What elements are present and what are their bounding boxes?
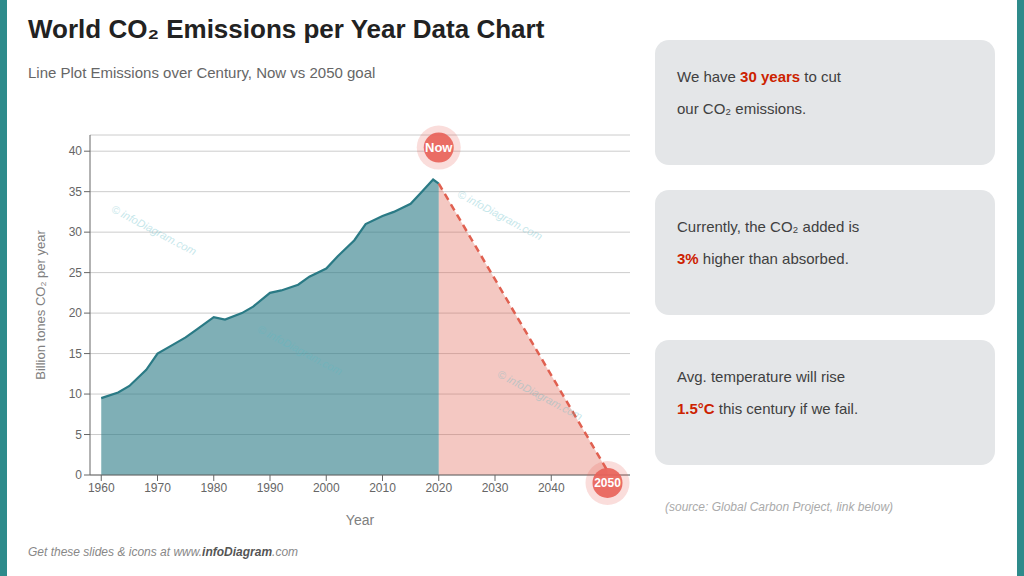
html-text:1.5°C this century if we fail.: 1.5°C this century if we fail.: [677, 400, 859, 417]
svg-text:1970: 1970: [144, 481, 171, 495]
svg-text:40: 40: [69, 144, 83, 158]
svg-text:1990: 1990: [257, 481, 284, 495]
svg-text:30: 30: [69, 225, 83, 239]
svg-text:10: 10: [69, 387, 83, 401]
svg-text:1960: 1960: [88, 481, 115, 495]
html-text:(source: Global Carbon Project: (source: Global Carbon Project, link bel…: [665, 500, 894, 514]
html-text:Currently, the CO₂ added is: Currently, the CO₂ added is: [677, 218, 860, 235]
html-text:© infoDiagram.com: © infoDiagram.com: [255, 322, 345, 378]
svg-text:2030: 2030: [482, 481, 509, 495]
html-text:Line Plot Emissions over Centu: Line Plot Emissions over Century, Now vs…: [28, 64, 376, 81]
svg-text:1980: 1980: [200, 481, 227, 495]
svg-text:25: 25: [69, 266, 83, 280]
html-text:Avg. temperature will rise: Avg. temperature will rise: [677, 368, 846, 385]
svg-text:Billion tones CO₂ per year: Billion tones CO₂ per year: [33, 230, 48, 380]
svg-text:20: 20: [69, 306, 83, 320]
html-text:© infoDiagram.com: © infoDiagram.com: [109, 202, 199, 258]
svg-text:5: 5: [75, 428, 82, 442]
svg-text:Now: Now: [425, 140, 453, 155]
svg-text:15: 15: [69, 347, 83, 361]
html-text:© infoDiagram.com: © infoDiagram.com: [455, 187, 545, 243]
svg-text:0: 0: [75, 468, 82, 482]
html-text:3% higher than absorbed.: 3% higher than absorbed.: [677, 250, 849, 267]
html-text:World CO₂ Emissions per Year D: World CO₂ Emissions per Year Data Chart: [28, 14, 545, 44]
svg-text:2000: 2000: [313, 481, 340, 495]
svg-text:2010: 2010: [369, 481, 396, 495]
svg-text:2020: 2020: [425, 481, 452, 495]
svg-text:2040: 2040: [538, 481, 565, 495]
svg-text:2050: 2050: [594, 476, 621, 490]
html-text:We have 30 years to cut: We have 30 years to cut: [677, 68, 841, 85]
html-text:Get these slides & icons at ww: Get these slides & icons at www. infoDia…: [28, 545, 299, 559]
html-text:our CO₂ emissions.: our CO₂ emissions.: [677, 100, 807, 117]
svg-text:35: 35: [69, 185, 83, 199]
svg-text:Year: Year: [346, 512, 375, 528]
html-text:© infoDiagram.com: © infoDiagram.com: [495, 367, 585, 423]
